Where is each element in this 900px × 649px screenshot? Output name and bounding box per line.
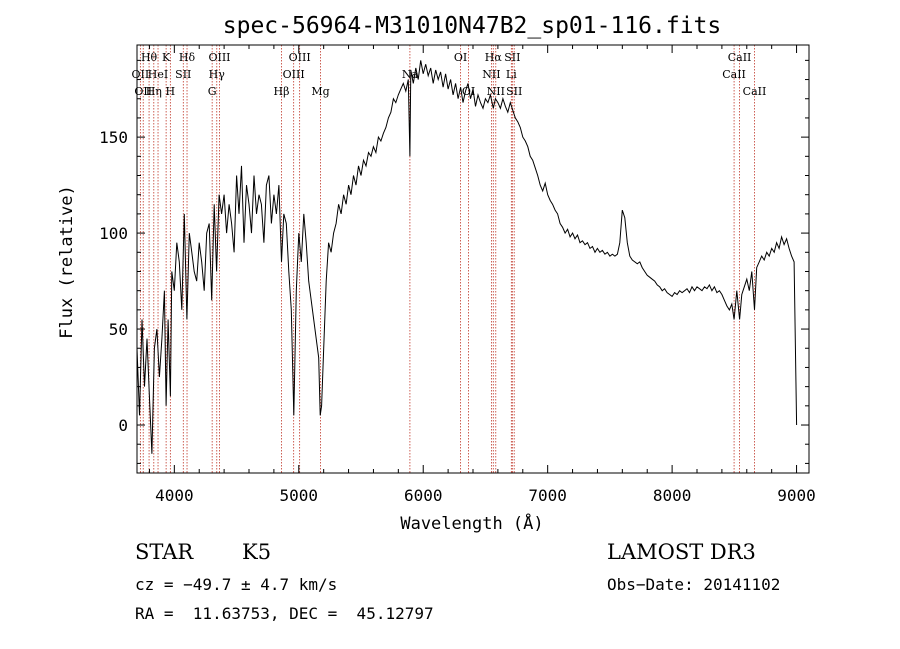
sky-coordinates: RA = 11.63753, DEC = 45.12797 [135, 604, 434, 623]
spectral-line-label: HeI [148, 68, 168, 81]
x-axis-label: Wavelength (Å) [400, 512, 543, 534]
spectral-line-label: OII [132, 68, 150, 81]
spectral-line-label: NII [487, 85, 505, 98]
x-tick-label: 9000 [777, 486, 816, 505]
spectral-lines [139, 45, 755, 473]
x-tick-label: 8000 [653, 486, 692, 505]
object-subclass: K5 [242, 540, 272, 564]
y-axis: 0 50 100 150 [99, 59, 809, 464]
x-tick-label: 4000 [155, 486, 194, 505]
spectral-line-label: G [208, 85, 217, 98]
spectral-line-label: Mg [311, 85, 329, 98]
spectral-line-label: Hα [485, 51, 503, 64]
spectral-line-labels: OII OII Hθ Hη HeI K H SII Hδ G Hγ OIII Hβ OIII OIII Mg N… [132, 51, 767, 98]
spectral-line-label: OIII [289, 51, 311, 64]
spectral-line-label: OIII [283, 68, 305, 81]
spectral-line-label: CaII [728, 51, 752, 64]
chart-title: spec-56964-M31010N47B2_sp01-116.fits [223, 13, 722, 39]
observation-date: Obs−Date: 20141102 [607, 575, 781, 594]
spectral-line-label: H [166, 85, 176, 98]
spectral-line-label: Hδ [179, 51, 196, 64]
spectral-line-label: SII [504, 51, 520, 64]
spectral-line-label: Hβ [274, 85, 290, 98]
x-tick-label: 7000 [528, 486, 567, 505]
spectrum-series-line [136, 60, 798, 454]
y-axis-label: Flux (relative) [57, 185, 77, 339]
spectral-line-label: OIII [208, 51, 230, 64]
spectral-line-label: CaII [743, 85, 767, 98]
x-axis: 4000 5000 6000 7000 8000 9000 [148, 45, 816, 505]
spectral-line-label: SII [506, 85, 522, 98]
y-tick-label: 0 [118, 416, 128, 435]
y-tick-label: 100 [99, 224, 128, 243]
y-tick-label: 50 [109, 320, 128, 339]
spectral-line-label: OII [134, 85, 152, 98]
spectral-line-label: Li [506, 68, 517, 81]
x-tick-label: 6000 [404, 486, 443, 505]
spectral-line-label: NII [482, 68, 500, 81]
spectral-line-label: CaII [722, 68, 746, 81]
spectral-line-label: Hγ [209, 68, 226, 81]
redshift-velocity: cz = −49.7 ± 4.7 km/s [135, 575, 338, 594]
spectral-line-label: OI [454, 51, 467, 64]
spectral-line-label: Hθ [141, 51, 158, 64]
spectral-line-label: SII [175, 68, 191, 81]
survey-name: LAMOST DR3 [607, 540, 756, 564]
spectral-line-label: Hη [146, 85, 162, 98]
spectral-line-label: K [162, 51, 171, 64]
plot-frame [136, 44, 810, 474]
y-tick-label: 150 [99, 128, 128, 147]
object-class: STAR [135, 540, 194, 564]
x-tick-label: 5000 [280, 486, 319, 505]
